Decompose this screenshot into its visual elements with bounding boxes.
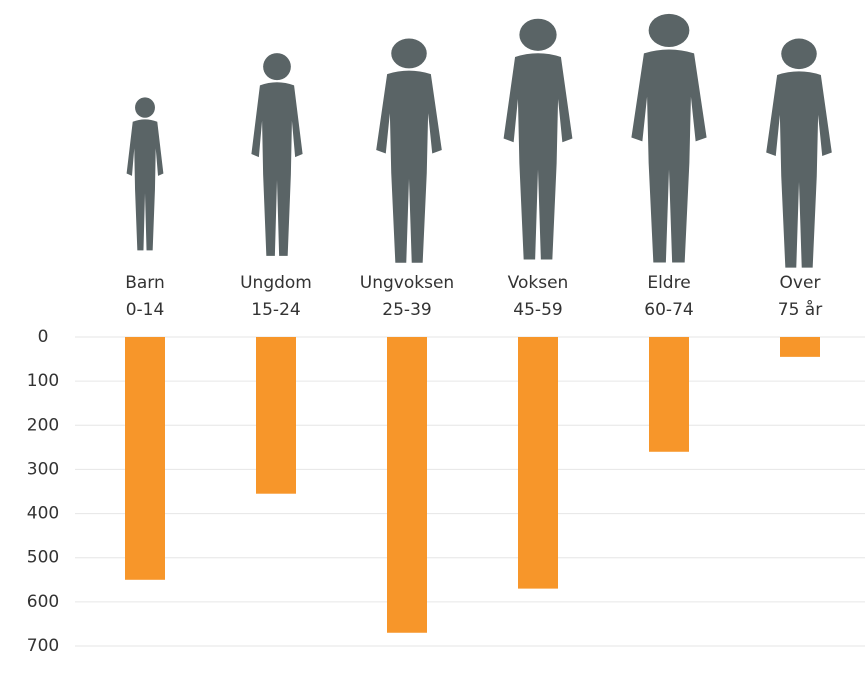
x-tick-label: Barn 0-14	[80, 270, 210, 324]
y-tick-label: 300	[27, 459, 59, 479]
bar	[649, 337, 689, 452]
y-tick-label: 0	[38, 327, 49, 347]
bar	[256, 337, 296, 494]
x-tick-label: Over 75 år	[735, 270, 865, 324]
silhouette-youth	[251, 53, 302, 256]
silhouette-adult	[504, 19, 573, 260]
silhouette-young-adult	[376, 38, 442, 262]
chart-container: 0 100 200 300 400 500 600 700 Barn 0-14Ungdom 1…	[0, 0, 865, 690]
y-tick-label: 500	[27, 548, 59, 568]
y-tick-label: 600	[27, 592, 59, 612]
y-tick-label: 200	[27, 415, 59, 435]
y-tick-label: 100	[27, 371, 59, 391]
x-tick-label: Eldre 60-74	[604, 270, 734, 324]
silhouette-child	[127, 97, 164, 250]
bar	[780, 337, 820, 357]
silhouette-elder	[631, 14, 706, 263]
silhouette-senior	[766, 39, 832, 268]
x-tick-label: Ungvoksen 25-39	[342, 270, 472, 324]
y-tick-label: 700	[27, 636, 59, 656]
chart: 0 100 200 300 400 500 600 700	[0, 0, 865, 690]
bar	[125, 337, 165, 580]
y-tick-label: 400	[27, 504, 59, 524]
bar	[387, 337, 427, 633]
x-tick-label: Voksen 45-59	[473, 270, 603, 324]
x-tick-label: Ungdom 15-24	[211, 270, 341, 324]
bar	[518, 337, 558, 589]
silhouettes	[127, 14, 832, 268]
